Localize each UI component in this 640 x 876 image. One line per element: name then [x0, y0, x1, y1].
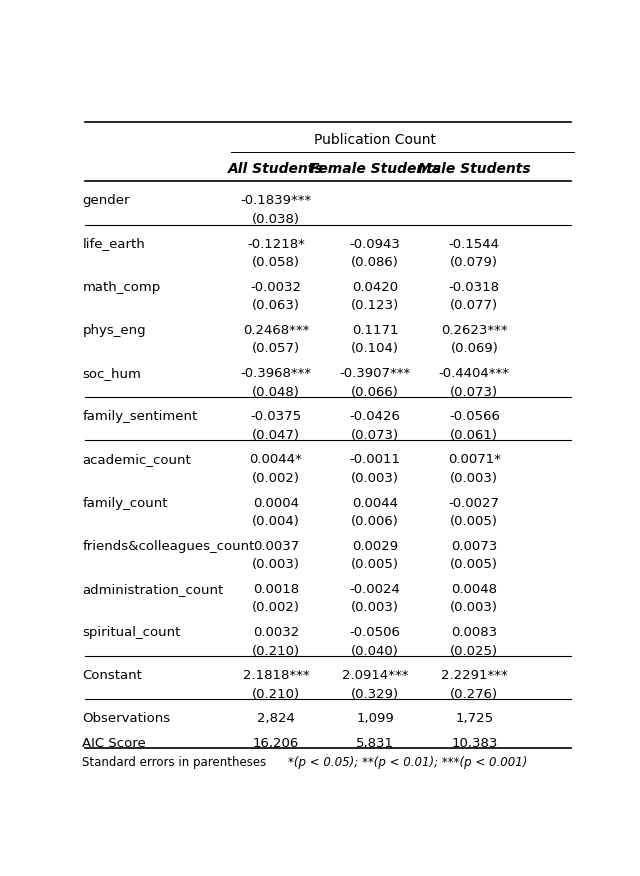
Text: phys_eng: phys_eng: [83, 324, 146, 337]
Text: (0.057): (0.057): [252, 343, 300, 356]
Text: Constant: Constant: [83, 669, 142, 682]
Text: (0.047): (0.047): [252, 428, 300, 442]
Text: 0.0018: 0.0018: [253, 583, 299, 596]
Text: (0.077): (0.077): [451, 300, 499, 312]
Text: -0.1218*: -0.1218*: [247, 237, 305, 251]
Text: (0.003): (0.003): [351, 472, 399, 485]
Text: administration_count: administration_count: [83, 583, 224, 596]
Text: (0.005): (0.005): [451, 515, 499, 528]
Text: -0.3907***: -0.3907***: [339, 367, 411, 380]
Text: (0.210): (0.210): [252, 688, 300, 701]
Text: (0.058): (0.058): [252, 256, 300, 269]
Text: 0.0032: 0.0032: [253, 626, 299, 639]
Text: 0.0037: 0.0037: [253, 540, 299, 553]
Text: -0.4404***: -0.4404***: [439, 367, 510, 380]
Text: (0.003): (0.003): [351, 602, 399, 614]
Text: 0.0004: 0.0004: [253, 497, 299, 510]
Text: spiritual_count: spiritual_count: [83, 626, 181, 639]
Text: (0.061): (0.061): [451, 428, 499, 442]
Text: (0.025): (0.025): [451, 645, 499, 658]
Text: (0.048): (0.048): [252, 385, 300, 399]
Text: soc_hum: soc_hum: [83, 367, 141, 380]
Text: 2.0914***: 2.0914***: [342, 669, 408, 682]
Text: 0.0071*: 0.0071*: [448, 454, 501, 466]
Text: -0.0943: -0.0943: [349, 237, 401, 251]
Text: family_count: family_count: [83, 497, 168, 510]
Text: -0.0566: -0.0566: [449, 410, 500, 423]
Text: 0.1171: 0.1171: [352, 324, 398, 337]
Text: (0.040): (0.040): [351, 645, 399, 658]
Text: (0.005): (0.005): [451, 558, 499, 571]
Text: 2.2291***: 2.2291***: [441, 669, 508, 682]
Text: 2.1818***: 2.1818***: [243, 669, 309, 682]
Text: (0.002): (0.002): [252, 472, 300, 485]
Text: 1,099: 1,099: [356, 712, 394, 725]
Text: -0.1544: -0.1544: [449, 237, 500, 251]
Text: (0.073): (0.073): [351, 428, 399, 442]
Text: -0.0032: -0.0032: [250, 280, 301, 293]
Text: friends&colleagues_count: friends&colleagues_count: [83, 540, 255, 553]
Text: 0.0029: 0.0029: [352, 540, 398, 553]
Text: Observations: Observations: [83, 712, 171, 725]
Text: gender: gender: [83, 194, 130, 208]
Text: (0.210): (0.210): [252, 645, 300, 658]
Text: (0.329): (0.329): [351, 688, 399, 701]
Text: 2,824: 2,824: [257, 712, 295, 725]
Text: AIC Score: AIC Score: [83, 737, 146, 750]
Text: -0.0426: -0.0426: [349, 410, 401, 423]
Text: Publication Count: Publication Count: [314, 132, 436, 146]
Text: 0.0073: 0.0073: [451, 540, 497, 553]
Text: math_comp: math_comp: [83, 280, 161, 293]
Text: (0.003): (0.003): [451, 472, 499, 485]
Text: All Students: All Students: [228, 162, 324, 176]
Text: -0.1839***: -0.1839***: [240, 194, 312, 208]
Text: (0.005): (0.005): [351, 558, 399, 571]
Text: -0.0506: -0.0506: [349, 626, 401, 639]
Text: -0.0318: -0.0318: [449, 280, 500, 293]
Text: 0.0044*: 0.0044*: [250, 454, 302, 466]
Text: (0.003): (0.003): [252, 558, 300, 571]
Text: 10,383: 10,383: [451, 737, 497, 750]
Text: (0.276): (0.276): [451, 688, 499, 701]
Text: life_earth: life_earth: [83, 237, 145, 251]
Text: family_sentiment: family_sentiment: [83, 410, 198, 423]
Text: 0.2623***: 0.2623***: [441, 324, 508, 337]
Text: (0.073): (0.073): [451, 385, 499, 399]
Text: -0.0011: -0.0011: [349, 454, 401, 466]
Text: -0.3968***: -0.3968***: [241, 367, 312, 380]
Text: (0.104): (0.104): [351, 343, 399, 356]
Text: *(p < 0.05); **(p < 0.01); ***(p < 0.001): *(p < 0.05); **(p < 0.01); ***(p < 0.001…: [288, 756, 528, 769]
Text: academic_count: academic_count: [83, 454, 191, 466]
Text: 0.0083: 0.0083: [451, 626, 497, 639]
Text: (0.006): (0.006): [351, 515, 399, 528]
Text: -0.0375: -0.0375: [250, 410, 301, 423]
Text: 16,206: 16,206: [253, 737, 299, 750]
Text: 0.0420: 0.0420: [352, 280, 398, 293]
Text: 5,831: 5,831: [356, 737, 394, 750]
Text: (0.069): (0.069): [451, 343, 499, 356]
Text: -0.0027: -0.0027: [449, 497, 500, 510]
Text: (0.066): (0.066): [351, 385, 399, 399]
Text: (0.038): (0.038): [252, 213, 300, 226]
Text: -0.0024: -0.0024: [349, 583, 401, 596]
Text: Male Students: Male Students: [418, 162, 531, 176]
Text: 0.2468***: 0.2468***: [243, 324, 309, 337]
Text: (0.086): (0.086): [351, 256, 399, 269]
Text: 0.0048: 0.0048: [451, 583, 497, 596]
Text: (0.002): (0.002): [252, 602, 300, 614]
Text: (0.123): (0.123): [351, 300, 399, 312]
Text: (0.079): (0.079): [451, 256, 499, 269]
Text: Female Students: Female Students: [310, 162, 441, 176]
Text: Standard errors in parentheses: Standard errors in parentheses: [83, 756, 267, 769]
Text: (0.003): (0.003): [451, 602, 499, 614]
Text: 0.0044: 0.0044: [352, 497, 398, 510]
Text: (0.004): (0.004): [252, 515, 300, 528]
Text: 1,725: 1,725: [455, 712, 493, 725]
Text: (0.063): (0.063): [252, 300, 300, 312]
